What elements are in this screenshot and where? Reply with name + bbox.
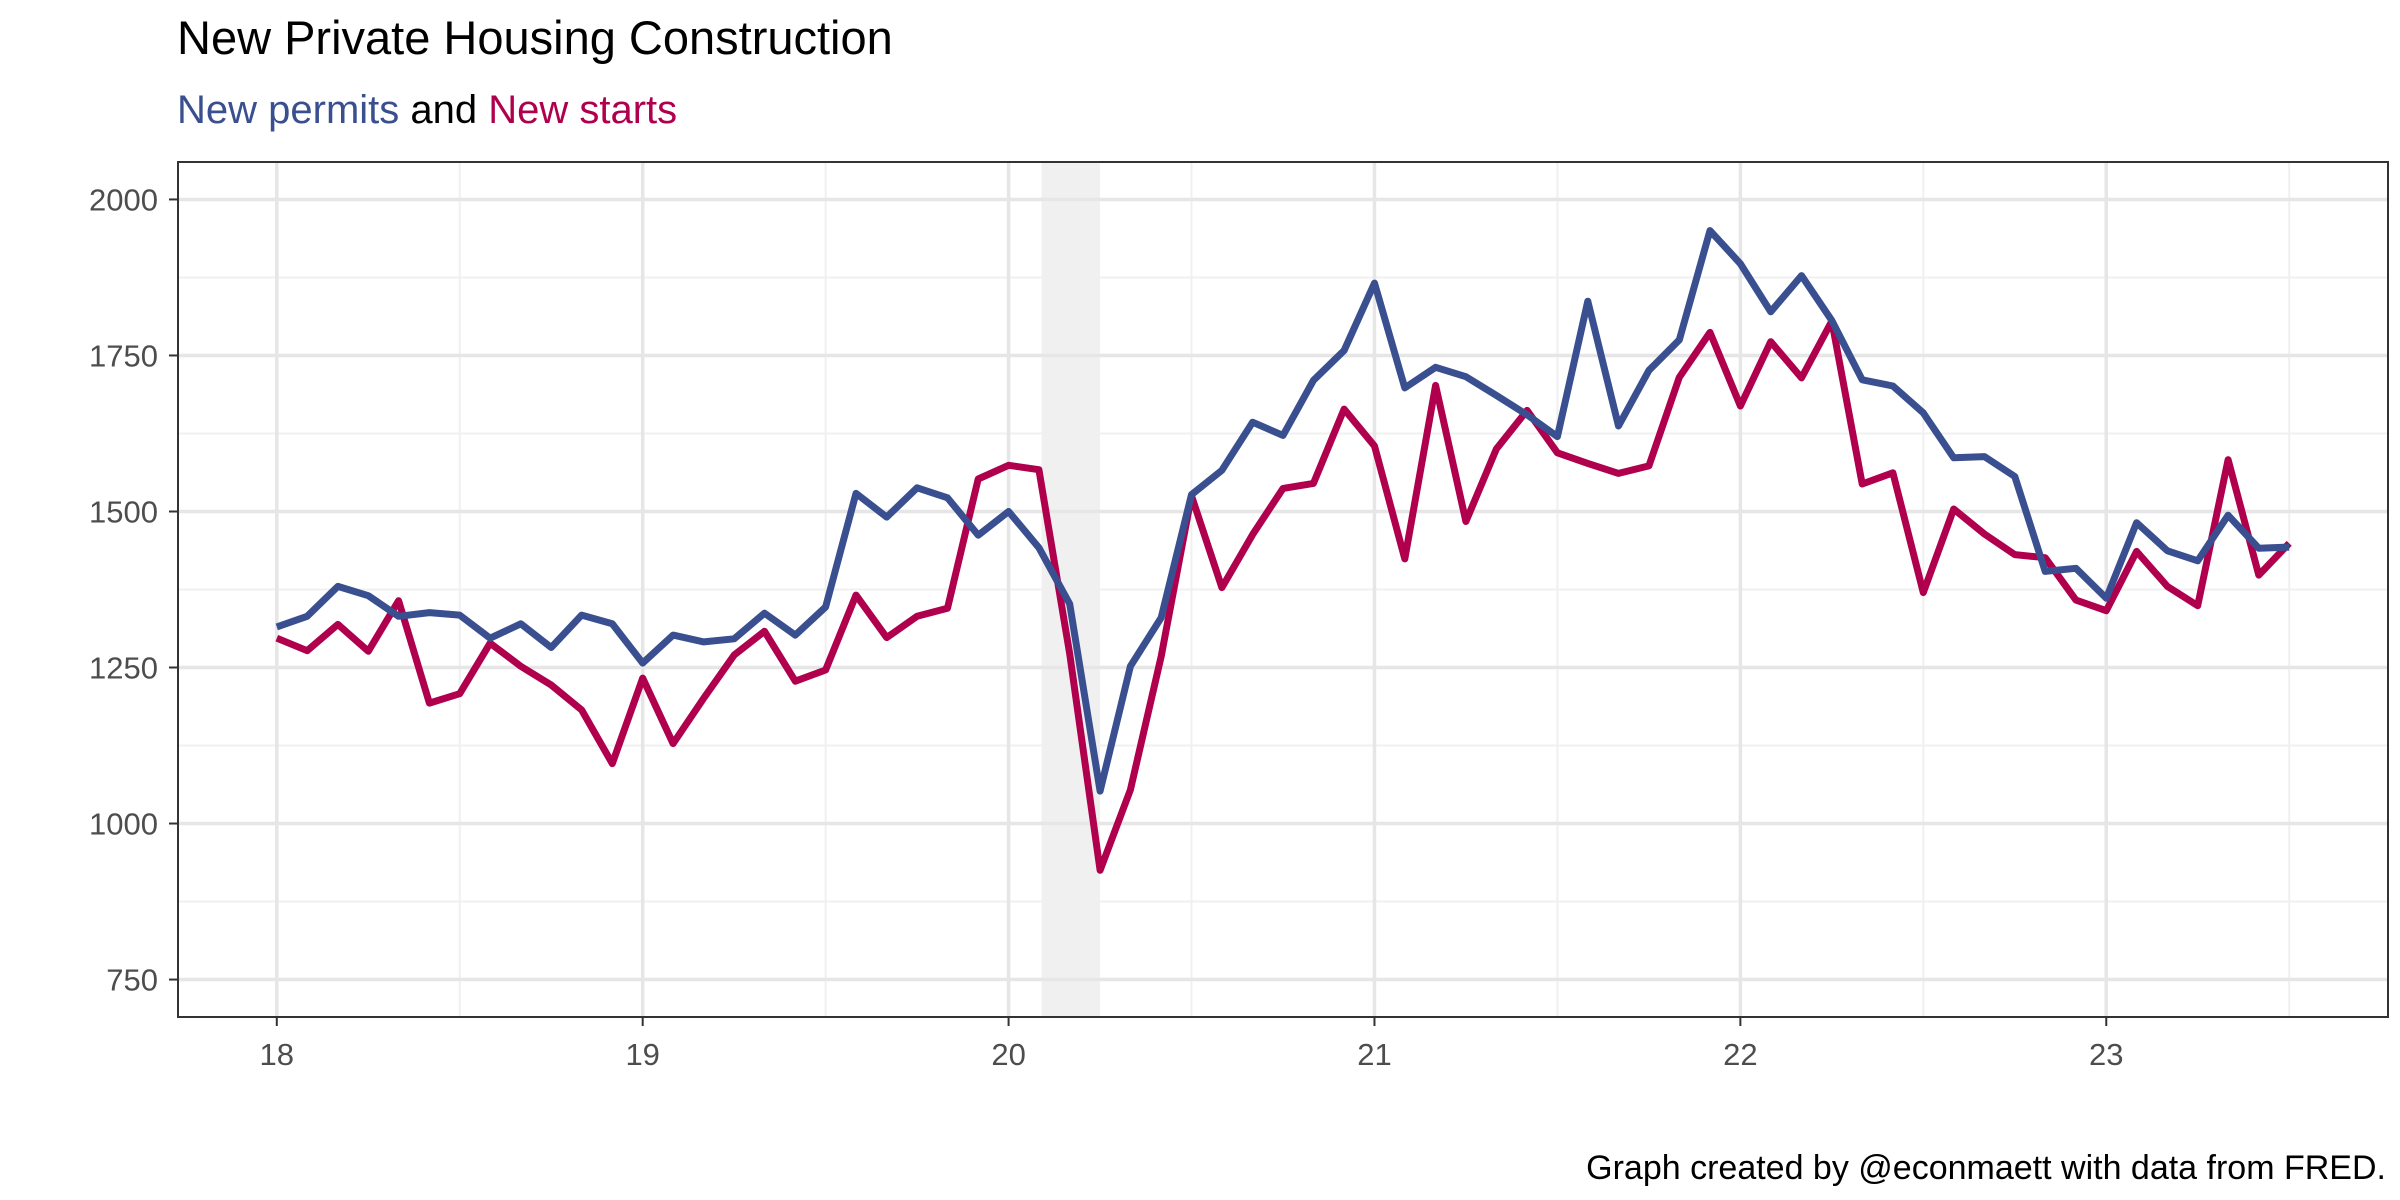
x-tick-label: 18 xyxy=(260,1037,294,1072)
subtitle-part-0: New permits xyxy=(177,88,400,132)
y-tick-label: 1250 xyxy=(89,651,158,686)
subtitle-part-2: New starts xyxy=(488,88,678,132)
y-tick-label: 2000 xyxy=(89,182,158,217)
y-tick-label: 750 xyxy=(106,963,158,998)
series-line-new-permits xyxy=(275,227,2290,795)
series-line-new-starts xyxy=(275,317,2292,874)
y-tick-label: 1500 xyxy=(89,494,158,529)
series-lines xyxy=(275,227,2292,874)
chart-caption: Graph created by @econmaett with data fr… xyxy=(1586,1149,2386,1187)
x-tick-label: 19 xyxy=(625,1037,659,1072)
subtitle-part-1: and xyxy=(399,88,489,132)
grid-lines xyxy=(178,162,2388,1017)
y-tick-label: 1750 xyxy=(89,338,158,373)
x-tick-label: 22 xyxy=(1723,1037,1757,1072)
y-tick-label: 1000 xyxy=(89,807,158,842)
x-tick-label: 23 xyxy=(2089,1037,2123,1072)
x-tick-label: 20 xyxy=(991,1037,1025,1072)
axes: 750 1000 1250 1500 1750 2000 18 19 20 21 22 23 xyxy=(89,182,2123,1072)
chart-subtitle: New permits and New starts xyxy=(177,88,677,133)
x-tick-label: 21 xyxy=(1357,1037,1391,1072)
plot-border xyxy=(177,161,2389,1018)
chart-title: New Private Housing Construction xyxy=(177,11,893,64)
